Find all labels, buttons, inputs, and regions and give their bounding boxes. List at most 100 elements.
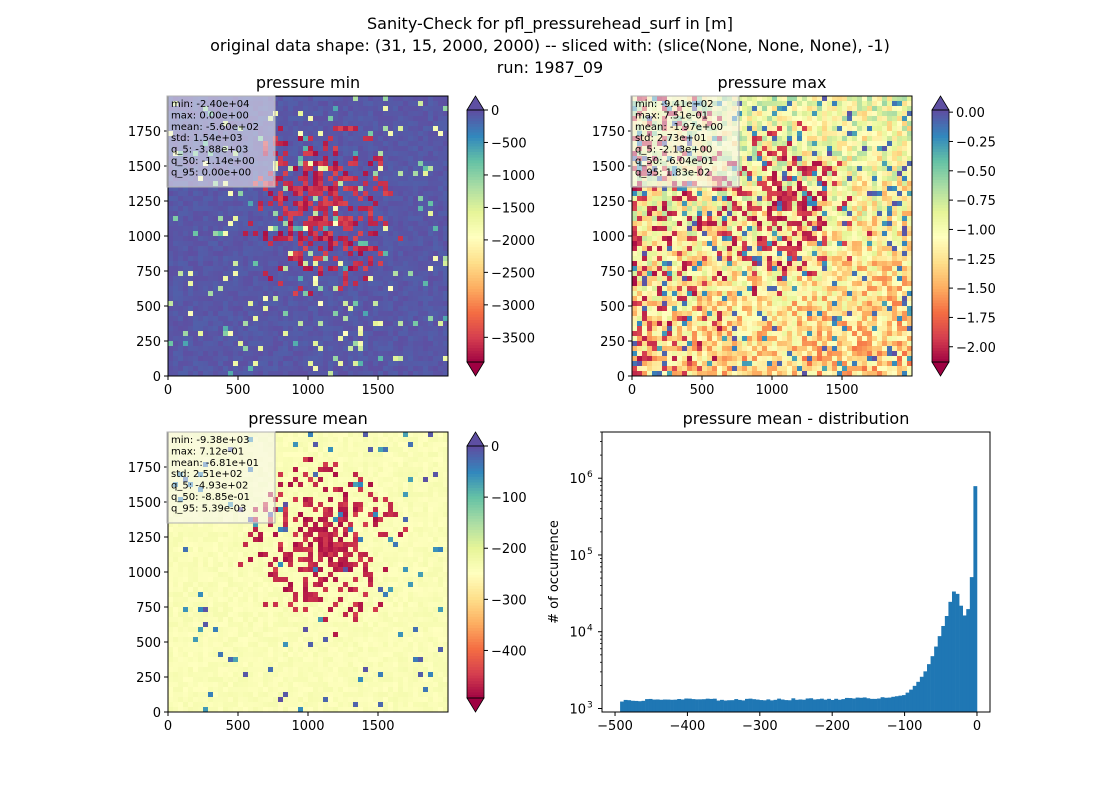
heatmap-cell	[388, 211, 394, 217]
heatmap-cell	[398, 336, 404, 342]
heatmap-cell	[413, 156, 419, 162]
heatmap-cell	[842, 146, 848, 152]
heatmap-cell	[632, 196, 638, 202]
heatmap-cell	[428, 191, 434, 197]
heatmap-cell	[418, 271, 424, 277]
heatmap-cell	[223, 216, 229, 222]
heatmap-cell	[188, 306, 194, 312]
heatmap-cell	[283, 326, 289, 332]
heatmap-cell	[368, 96, 374, 102]
heatmap-cell	[428, 226, 434, 232]
heatmap-cell	[203, 226, 209, 232]
heatmap-cell	[842, 116, 848, 122]
heatmap-cell	[188, 331, 194, 337]
heatmap-cell	[383, 276, 389, 282]
heatmap-cell	[752, 241, 758, 247]
heatmap-cell	[418, 111, 424, 117]
heatmap-cell	[378, 331, 384, 337]
heatmap-cell	[353, 311, 359, 317]
heatmap-cell	[772, 146, 778, 152]
heatmap-cell	[218, 206, 224, 212]
heatmap-cell	[348, 191, 354, 197]
heatmap-cell	[278, 306, 284, 312]
heatmap-cell	[882, 106, 888, 112]
heatmap-cell	[892, 151, 898, 157]
heatmap-cell	[343, 306, 349, 312]
heatmap-cell	[413, 311, 419, 317]
heatmap-cell	[418, 276, 424, 282]
heatmap-cell	[383, 326, 389, 332]
heatmap-cell	[348, 111, 354, 117]
heatmap-cell	[777, 151, 783, 157]
heatmap-cell	[767, 131, 773, 137]
heatmap-cell	[333, 151, 339, 157]
heatmap-cell	[902, 96, 908, 102]
heatmap-cell	[233, 271, 239, 277]
heatmap-cell	[263, 361, 269, 367]
heatmap-cell	[363, 336, 369, 342]
heatmap-cell	[308, 221, 314, 227]
heatmap-cell	[438, 191, 444, 197]
heatmap-cell	[782, 121, 788, 127]
heatmap-cell	[423, 156, 429, 162]
heatmap-cell	[892, 141, 898, 147]
heatmap-cell	[378, 226, 384, 232]
heatmap-cell	[642, 246, 648, 252]
heatmap-cell	[892, 121, 898, 127]
heatmap-cell	[398, 141, 404, 147]
heatmap-cell	[802, 166, 808, 172]
heatmap-cell	[662, 241, 668, 247]
heatmap-cell	[368, 176, 374, 182]
heatmap-cell	[862, 211, 868, 217]
heatmap-cell	[882, 121, 888, 127]
heatmap-cell	[837, 211, 843, 217]
heatmap-cell	[807, 136, 813, 142]
heatmap-cell	[792, 141, 798, 147]
heatmap-cell	[408, 116, 414, 122]
heatmap-cell	[438, 156, 444, 162]
heatmap-cell	[782, 236, 788, 242]
heatmap-cell	[278, 266, 284, 272]
heatmap-cell	[787, 216, 793, 222]
heatmap-cell	[278, 276, 284, 282]
heatmap-cell	[428, 176, 434, 182]
heatmap-cell	[283, 161, 289, 167]
heatmap-cell	[383, 221, 389, 227]
heatmap-cell	[697, 216, 703, 222]
heatmap-cell	[822, 211, 828, 217]
heatmap-cell	[852, 211, 858, 217]
heatmap-cell	[667, 226, 673, 232]
heatmap-cell	[323, 286, 329, 292]
heatmap-cell	[757, 131, 763, 137]
heatmap-cell	[737, 146, 743, 152]
heatmap-cell	[403, 96, 409, 102]
heatmap-cell	[213, 191, 219, 197]
heatmap-cell	[657, 186, 663, 192]
heatmap-cell	[203, 321, 209, 327]
heatmap-cell	[857, 186, 863, 192]
heatmap-cell	[697, 191, 703, 197]
heatmap-cell	[852, 151, 858, 157]
heatmap-cell	[757, 246, 763, 252]
heatmap-cell	[228, 196, 234, 202]
heatmap-cell	[408, 256, 414, 262]
heatmap-cell	[188, 251, 194, 257]
heatmap-cell	[228, 261, 234, 267]
heatmap-cell	[313, 201, 319, 207]
heatmap-cell	[867, 106, 873, 112]
heatmap-cell	[398, 331, 404, 337]
colorbar-segment	[467, 294, 484, 298]
heatmap-cell	[393, 216, 399, 222]
heatmap-cell	[792, 221, 798, 227]
heatmap-cell	[887, 241, 893, 247]
heatmap-cell	[303, 146, 309, 152]
heatmap-cell	[223, 366, 229, 372]
colorbar-segment	[467, 356, 484, 360]
heatmap-cell	[228, 346, 234, 352]
heatmap-cell	[832, 141, 838, 147]
heatmap-cell	[408, 241, 414, 247]
heatmap-cell	[368, 121, 374, 127]
heatmap-cell	[368, 111, 374, 117]
heatmap-cell	[338, 181, 344, 187]
heatmap-cell	[797, 196, 803, 202]
